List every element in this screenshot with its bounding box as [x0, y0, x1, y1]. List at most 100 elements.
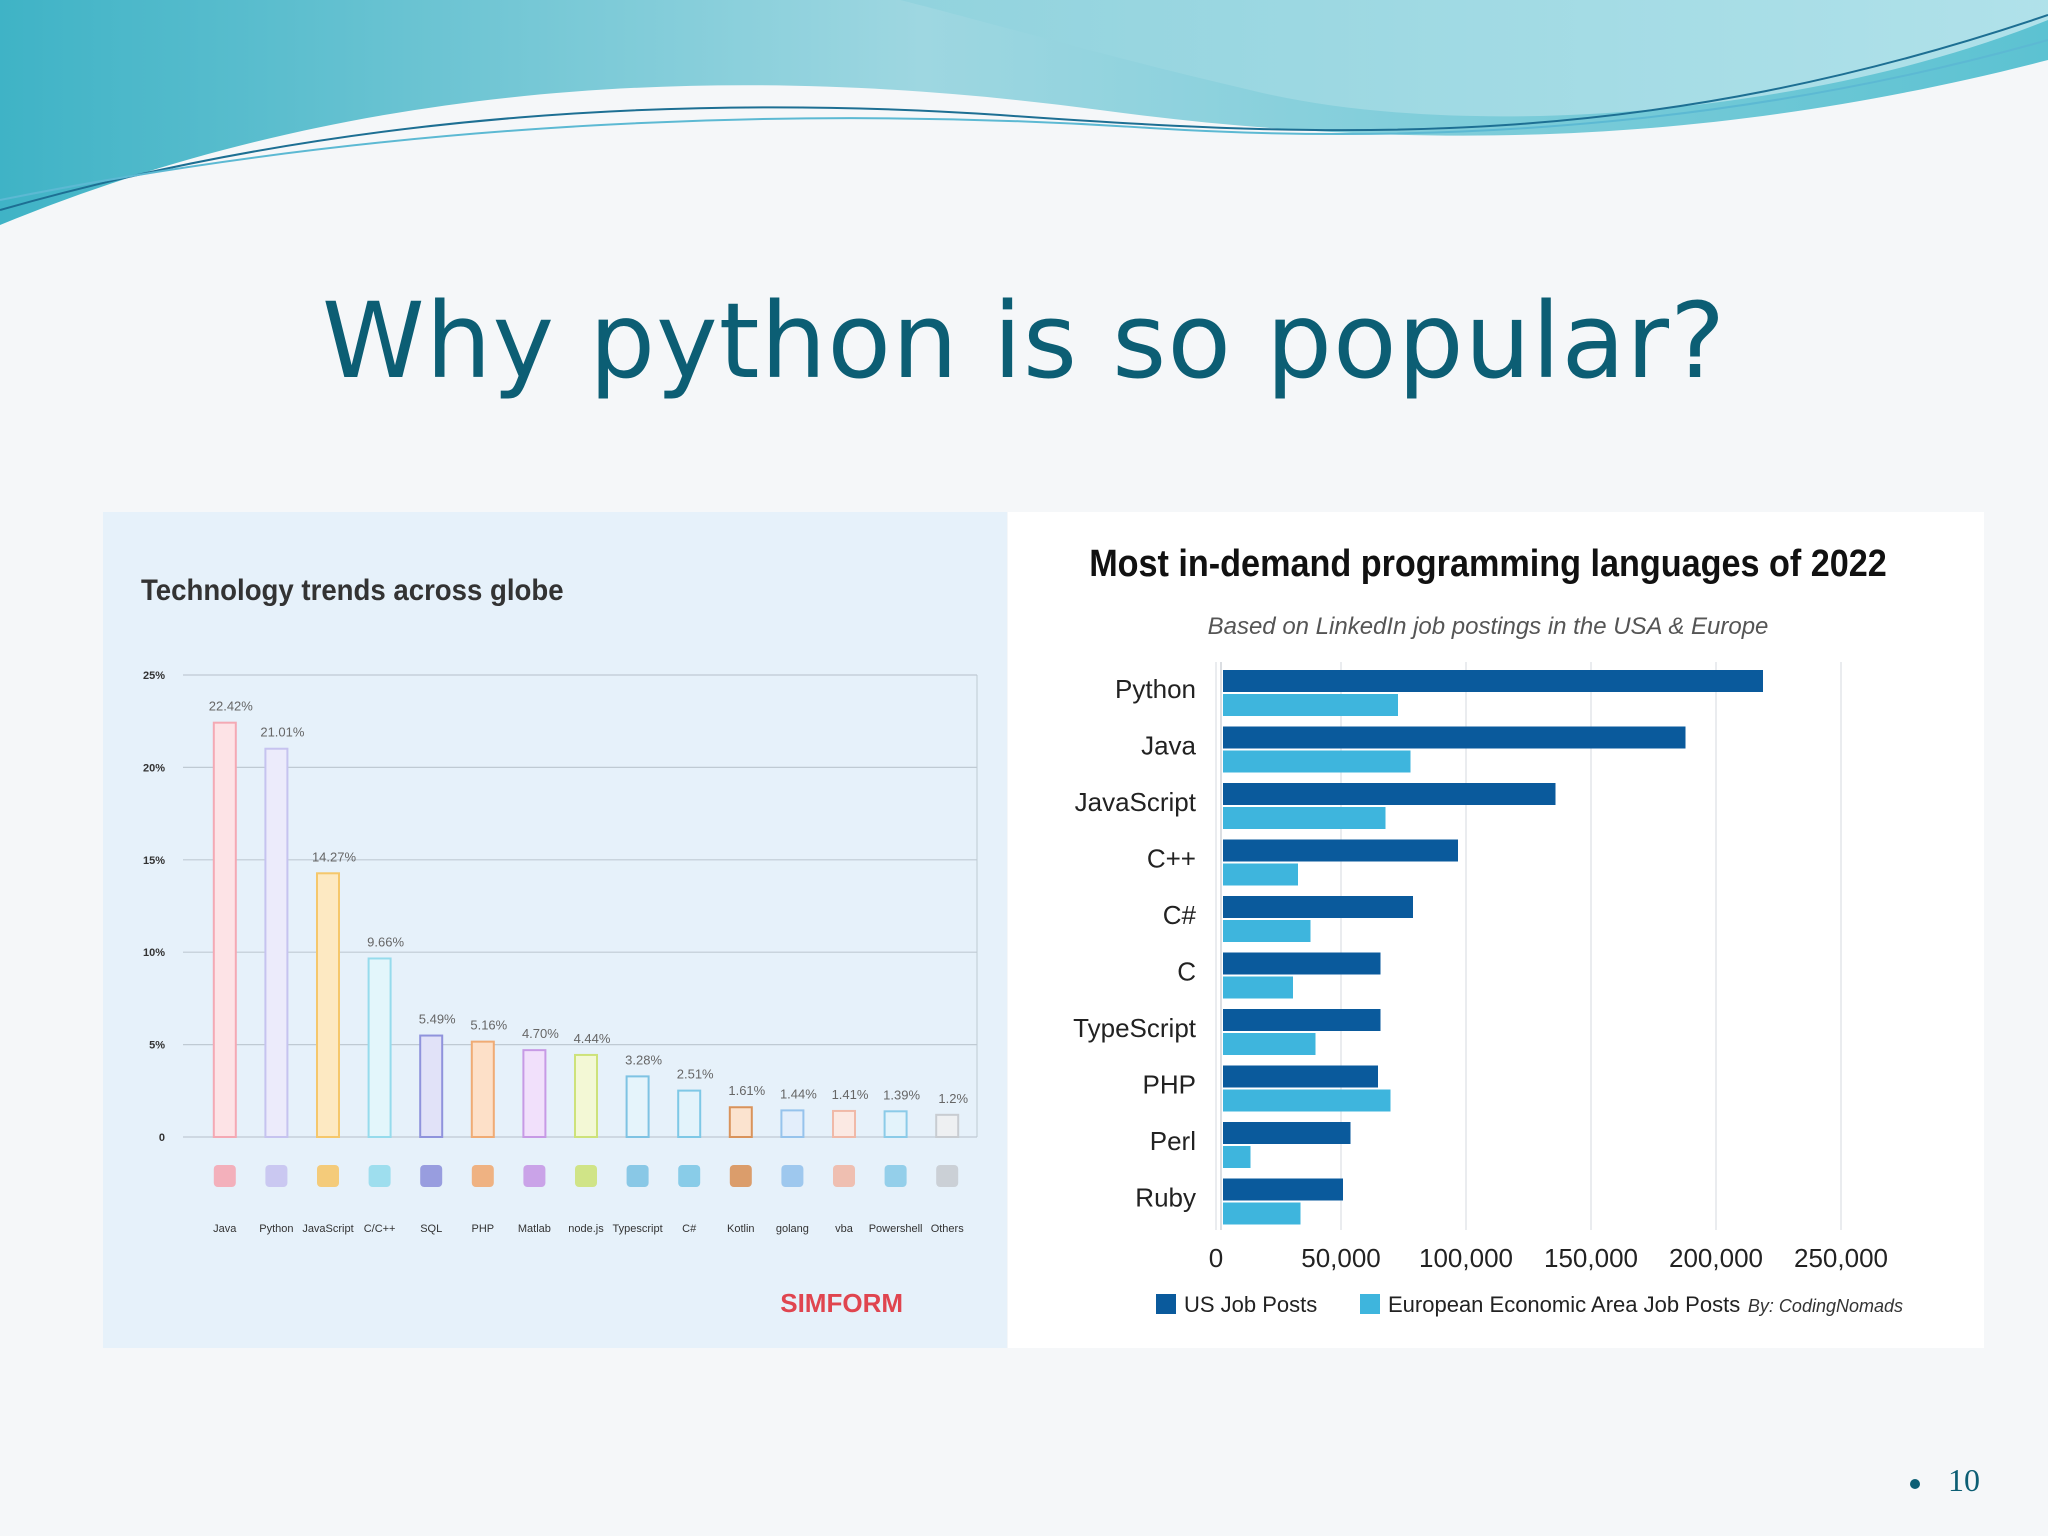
powershell-icon-shape: [884, 1165, 907, 1187]
x-tick-label: 0: [1209, 1243, 1223, 1273]
bar: [419, 1034, 444, 1138]
y-tick-label: TypeScript: [1073, 1013, 1197, 1043]
y-tick-label: C#: [1163, 900, 1197, 930]
x-tick-label: 150,000: [1544, 1243, 1638, 1273]
sql-icon: [420, 1165, 443, 1187]
javascript-icon-shape: [317, 1165, 339, 1187]
typescript-icon-shape: [626, 1165, 649, 1187]
in-demand-languages-chart: Most in-demand programming languages of …: [1073, 541, 1903, 1317]
matlab-icon: [523, 1165, 546, 1187]
y-tick-label: PHP: [1143, 1070, 1196, 1100]
bar-eea: [1223, 694, 1398, 716]
y-tick-label: 0: [159, 1132, 165, 1144]
python-icon: [265, 1165, 288, 1187]
x-tick-label: vba: [835, 1223, 854, 1235]
y-tick-label: Perl: [1150, 1126, 1196, 1156]
bar: [522, 1049, 547, 1138]
cpp-icon: [368, 1165, 391, 1187]
y-tick-label: Ruby: [1135, 1183, 1196, 1213]
legend-swatch: [1156, 1294, 1176, 1314]
x-tick-label: Others: [931, 1223, 965, 1235]
bar: [832, 1109, 856, 1138]
data-label: 1.41%: [832, 1087, 869, 1102]
data-label: 9.66%: [367, 934, 404, 949]
y-tick-label: JavaScript: [1075, 787, 1197, 817]
in-demand-languages-chart-panel: Most in-demand programming languages of …: [1008, 512, 1984, 1348]
csharp-icon: [678, 1165, 701, 1187]
bar: [677, 1089, 702, 1138]
technology-trends-chart-panel: Technology trends across globe 0 5% 10% 15% 2…: [103, 512, 1007, 1348]
x-tick-label: Matlab: [518, 1223, 551, 1235]
x-tick-label: PHP: [471, 1223, 494, 1235]
bar: [470, 1040, 495, 1138]
bar-eea: [1223, 976, 1293, 999]
header-wave-decoration: [0, 0, 2048, 225]
data-label: 5.16%: [470, 1018, 507, 1033]
data-label: 4.70%: [522, 1026, 559, 1041]
legend-swatch: [1360, 1294, 1380, 1314]
vba-icon: [833, 1165, 855, 1187]
data-label: 1.39%: [883, 1087, 920, 1102]
x-tick-label: C/C++: [364, 1223, 396, 1235]
x-tick-label: node.js: [568, 1223, 604, 1235]
data-label: 21.01%: [260, 725, 305, 740]
data-label: 4.44%: [574, 1031, 611, 1046]
x-tick-label: Powershell: [869, 1223, 923, 1235]
x-tick-label: JavaScript: [302, 1223, 353, 1235]
x-tick-label: Typescript: [613, 1223, 663, 1235]
page-number-text: 10: [1948, 1462, 1980, 1498]
bar: [264, 747, 289, 1138]
csharp-icon-shape: [678, 1165, 701, 1187]
simform-logo: SIMFORM: [780, 1288, 903, 1318]
bar: [625, 1075, 650, 1139]
data-label: 1.61%: [728, 1083, 765, 1098]
y-tick-label: Python: [1115, 674, 1196, 704]
legend-label: US Job Posts: [1184, 1292, 1317, 1317]
kotlin-icon-shape: [729, 1165, 752, 1187]
x-tick-label: 200,000: [1669, 1243, 1763, 1273]
python-icon-shape: [265, 1165, 288, 1187]
sql-icon-shape: [420, 1165, 443, 1187]
data-label: 5.49%: [419, 1012, 456, 1027]
y-tick-label: 15%: [143, 855, 165, 867]
java-icon-shape: [213, 1165, 236, 1187]
x-tick-label: 50,000: [1301, 1243, 1381, 1273]
x-tick-label: Kotlin: [727, 1223, 755, 1235]
matlab-icon-shape: [523, 1165, 546, 1187]
nodejs-icon: [575, 1165, 597, 1187]
golang-icon-shape: [781, 1165, 804, 1187]
php-icon-shape: [471, 1165, 494, 1187]
x-tick-label: Python: [259, 1223, 293, 1235]
cpp-icon-shape: [368, 1165, 391, 1187]
data-label: 3.28%: [625, 1052, 662, 1067]
chart-credit: By: CodingNomads: [1748, 1296, 1903, 1316]
chart-title: Technology trends across globe: [141, 574, 564, 607]
bar: [728, 1106, 753, 1138]
legend-label: European Economic Area Job Posts: [1388, 1292, 1740, 1317]
data-label: 14.27%: [312, 849, 357, 864]
x-tick-label: C#: [682, 1223, 697, 1235]
golang-icon: [781, 1165, 804, 1187]
powershell-icon: [884, 1165, 907, 1187]
bar-us: [1223, 896, 1413, 918]
php-icon: [471, 1165, 494, 1187]
chart-subtitle: Based on LinkedIn job postings in the US…: [1208, 613, 1769, 640]
typescript-icon: [626, 1165, 649, 1187]
bar-us: [1223, 783, 1556, 805]
java-icon: [213, 1165, 236, 1187]
y-tick-label: C++: [1147, 844, 1196, 874]
bar: [316, 872, 340, 1138]
technology-trends-chart: Technology trends across globe 0 5% 10% 15% 2…: [141, 574, 978, 1318]
x-tick-label: Java: [213, 1223, 237, 1235]
bar-us: [1223, 1122, 1351, 1144]
bar-us: [1223, 839, 1458, 862]
x-tick-label: 250,000: [1794, 1243, 1888, 1273]
bar-us: [1223, 1009, 1381, 1031]
bullet-icon: [1910, 1478, 1920, 1489]
x-tick-label: golang: [776, 1223, 809, 1235]
y-tick-label: C: [1177, 957, 1196, 987]
nodejs-icon-shape: [575, 1165, 597, 1187]
bar: [780, 1109, 805, 1138]
bar-eea: [1223, 863, 1298, 886]
others-icon-shape: [936, 1165, 959, 1187]
